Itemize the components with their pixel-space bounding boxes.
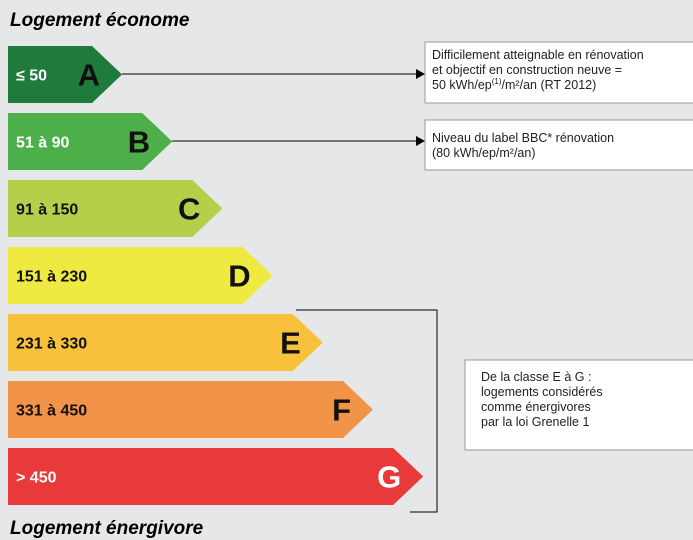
note-text: logements considérés [481, 385, 603, 399]
bottom-label: Logement énergivore [10, 518, 204, 539]
note-text: Difficilement atteignable en rénovation [432, 48, 644, 62]
class-letter: A [78, 58, 100, 93]
top-label: Logement économe [10, 10, 190, 31]
arrow-head [416, 69, 425, 79]
arrow-head [416, 136, 425, 146]
class-bar [8, 448, 424, 505]
class-letter: C [178, 192, 200, 227]
class-range: ≤ 50 [16, 68, 47, 85]
note-text: /m²/an (RT 2012) [502, 78, 597, 92]
class-range: > 450 [16, 470, 57, 487]
class-range: 151 à 230 [16, 269, 87, 286]
class-range: 51 à 90 [16, 135, 69, 152]
class-range: 331 à 450 [16, 403, 87, 420]
class-range: 231 à 330 [16, 336, 87, 353]
class-bar [8, 113, 173, 170]
bracket [296, 309, 438, 513]
class-letter: F [332, 393, 351, 428]
class-range: 91 à 150 [16, 202, 78, 219]
class-bar [8, 381, 373, 438]
class-letter: B [128, 125, 150, 160]
note-sup: (1) [492, 77, 502, 86]
note-text: Niveau du label BBC* rénovation [432, 131, 614, 145]
note-text: De la classe E à G : [481, 370, 591, 384]
note-text: (80 kWh/ep/m²/an) [432, 146, 536, 160]
class-bars: ≤ 50 A 51 à 90 B 91 à 150 C 151 à 230 D 231 à 33… [8, 46, 424, 505]
note-box [424, 41, 693, 104]
note-text: par la loi Grenelle 1 [481, 415, 589, 429]
class-letter: E [280, 326, 301, 361]
note-box [464, 359, 693, 451]
class-bar [8, 180, 223, 237]
note-box [424, 119, 693, 171]
class-bar [8, 46, 122, 103]
note-text: 50 kWh/ep [432, 78, 492, 92]
class-bar [8, 247, 273, 304]
note-text: comme énergivores [481, 400, 591, 414]
note-text: 50 kWh/ep(1)/m²/an (RT 2012) [432, 77, 596, 92]
note-text: et objectif en construction neuve = [432, 63, 622, 77]
class-letter: D [228, 259, 250, 294]
class-bar [8, 314, 323, 371]
class-letter: G [377, 460, 401, 495]
